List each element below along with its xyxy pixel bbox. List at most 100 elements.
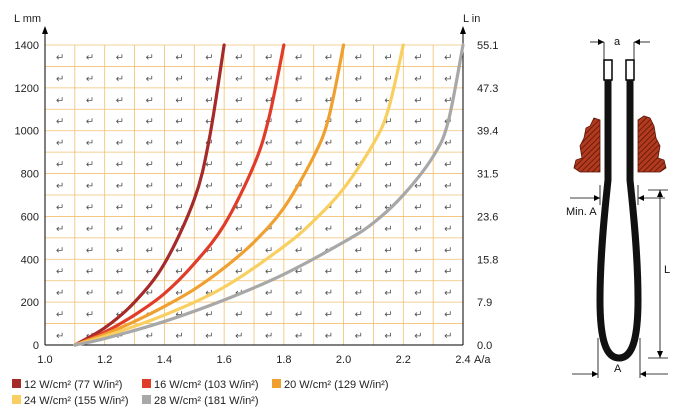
x-tick-label: 2.2 — [396, 354, 411, 366]
return-mark: ↵ — [175, 52, 183, 63]
return-mark: ↵ — [295, 160, 303, 171]
return-mark: ↵ — [116, 138, 124, 149]
right-terminal — [625, 59, 635, 81]
return-mark: ↵ — [444, 331, 452, 342]
return-mark: ↵ — [355, 331, 363, 342]
return-mark: ↵ — [295, 288, 303, 299]
return-mark: ↵ — [205, 202, 213, 213]
return-mark: ↵ — [235, 202, 243, 213]
y-left-tick-label: 0 — [33, 340, 39, 352]
return-mark: ↵ — [116, 202, 124, 213]
return-mark: ↵ — [355, 95, 363, 106]
return-mark: ↵ — [116, 117, 124, 128]
legend-swatch-4 — [12, 395, 21, 404]
y-left-tick-label: 1400 — [15, 40, 39, 52]
return-mark: ↵ — [355, 202, 363, 213]
return-mark: ↵ — [205, 245, 213, 256]
return-mark: ↵ — [384, 245, 392, 256]
series-line-5 — [73, 43, 465, 347]
return-mark: ↵ — [444, 267, 452, 278]
heater-loop — [596, 80, 642, 362]
return-mark: ↵ — [384, 181, 392, 192]
return-mark: ↵ — [116, 160, 124, 171]
heater-loop-diagram: a Min. A L A — [566, 36, 670, 378]
return-mark: ↵ — [384, 331, 392, 342]
return-mark: ↵ — [235, 245, 243, 256]
legend-label-1: 12 W/cm² (77 W/in²) — [24, 379, 122, 391]
x-tick-label: 2.4 — [455, 354, 470, 366]
series-line-3 — [73, 43, 346, 347]
return-mark: ↵ — [325, 331, 333, 342]
return-mark: ↵ — [56, 202, 64, 213]
return-mark: ↵ — [116, 288, 124, 299]
x-tick-label: 1.8 — [276, 354, 291, 366]
return-mark: ↵ — [116, 224, 124, 235]
return-mark: ↵ — [384, 160, 392, 171]
return-mark: ↵ — [355, 52, 363, 63]
return-mark: ↵ — [325, 138, 333, 149]
return-mark: ↵ — [384, 52, 392, 63]
series-lines — [73, 43, 465, 347]
series-line-1 — [73, 43, 226, 347]
y-right-tick-label: 7.9 — [477, 297, 492, 309]
dimension-L-label: L — [664, 264, 670, 276]
legend-label-4: 24 W/cm² (155 W/in²) — [24, 395, 129, 407]
return-mark: ↵ — [146, 224, 154, 235]
return-mark: ↵ — [444, 160, 452, 171]
return-mark: ↵ — [175, 202, 183, 213]
return-mark: ↵ — [175, 181, 183, 192]
return-mark: ↵ — [414, 181, 422, 192]
axes — [42, 26, 466, 346]
return-mark: ↵ — [325, 267, 333, 278]
return-mark: ↵ — [265, 267, 273, 278]
return-mark: ↵ — [175, 160, 183, 171]
return-mark: ↵ — [414, 245, 422, 256]
y-right-tick-label: 39.4 — [477, 126, 498, 138]
return-mark: ↵ — [295, 95, 303, 106]
return-mark: ↵ — [265, 52, 273, 63]
return-mark: ↵ — [325, 224, 333, 235]
return-mark: ↵ — [86, 224, 94, 235]
return-mark: ↵ — [56, 74, 64, 85]
return-mark: ↵ — [86, 310, 94, 321]
return-mark: ↵ — [295, 202, 303, 213]
y-axis-left-arrow — [42, 26, 48, 34]
return-mark: ↵ — [325, 74, 333, 85]
return-mark: ↵ — [235, 95, 243, 106]
return-mark: ↵ — [146, 138, 154, 149]
return-mark: ↵ — [116, 95, 124, 106]
return-mark: ↵ — [175, 267, 183, 278]
left-terminal — [603, 59, 613, 81]
return-mark: ↵ — [56, 138, 64, 149]
return-mark: ↵ — [295, 138, 303, 149]
y-left-tick-label: 200 — [21, 297, 39, 309]
return-mark: ↵ — [205, 331, 213, 342]
return-mark: ↵ — [205, 117, 213, 128]
return-mark: ↵ — [86, 138, 94, 149]
return-mark: ↵ — [235, 181, 243, 192]
return-mark: ↵ — [414, 117, 422, 128]
return-mark: ↵ — [56, 331, 64, 342]
return-mark: ↵ — [444, 245, 452, 256]
y-right-tick-label: 15.8 — [477, 254, 498, 266]
return-mark: ↵ — [414, 288, 422, 299]
return-mark: ↵ — [205, 52, 213, 63]
return-mark: ↵ — [355, 267, 363, 278]
return-mark: ↵ — [205, 310, 213, 321]
return-mark: ↵ — [205, 267, 213, 278]
return-mark: ↵ — [86, 95, 94, 106]
y-left-tick-label: 1000 — [15, 126, 39, 138]
return-mark: ↵ — [265, 224, 273, 235]
return-mark: ↵ — [56, 95, 64, 106]
return-mark: ↵ — [414, 310, 422, 321]
return-mark: ↵ — [175, 224, 183, 235]
return-mark: ↵ — [235, 138, 243, 149]
return-mark: ↵ — [384, 310, 392, 321]
return-mark: ↵ — [56, 160, 64, 171]
return-mark: ↵ — [295, 331, 303, 342]
return-mark: ↵ — [295, 267, 303, 278]
legend-label-5: 28 W/cm² (181 W/in²) — [154, 395, 259, 407]
return-mark: ↵ — [86, 181, 94, 192]
return-mark: ↵ — [146, 181, 154, 192]
